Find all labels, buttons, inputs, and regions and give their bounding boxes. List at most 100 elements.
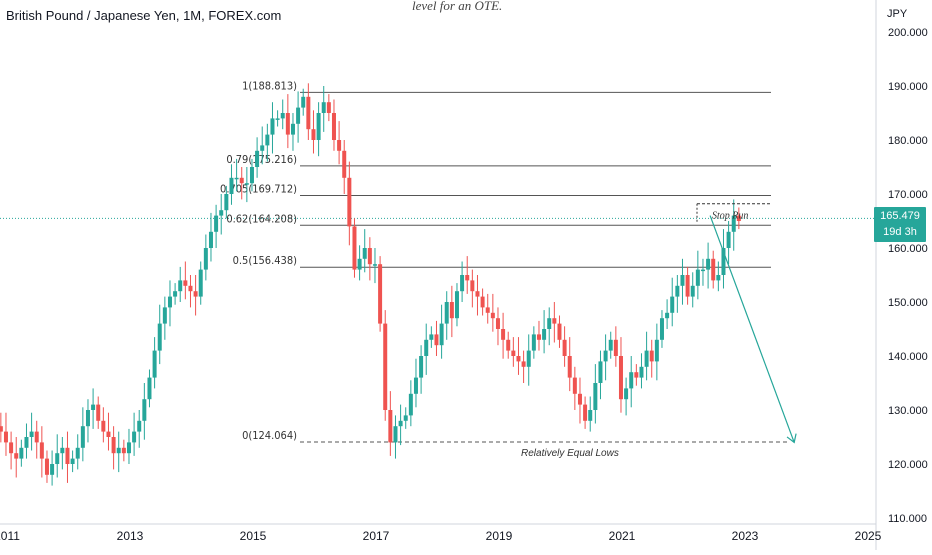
candle-body	[137, 420, 142, 432]
candle-body	[183, 280, 188, 286]
candle-body	[275, 118, 280, 120]
candle-body	[203, 248, 208, 270]
current-price-label: 165.479 19d 3h	[874, 207, 926, 242]
projection-arrow-line	[709, 215, 795, 443]
candle-body	[454, 291, 459, 319]
candle-body	[24, 437, 29, 448]
candle-body	[362, 248, 367, 259]
candle-body	[567, 356, 572, 378]
candle-body	[260, 145, 265, 151]
equal-lows-label: Relatively Equal Lows	[521, 448, 619, 459]
y-tick-label: 140.000	[888, 351, 928, 363]
candle-body	[675, 285, 680, 297]
candle-body	[542, 329, 547, 340]
candle-body	[449, 302, 454, 319]
candle-body	[85, 410, 90, 427]
y-tick-label: 190.000	[888, 81, 928, 93]
candle-body	[521, 361, 526, 367]
y-tick-label: 200.000	[888, 27, 928, 39]
x-tick-label: 2011	[0, 529, 20, 543]
candle-body	[552, 318, 557, 324]
candle-body	[167, 296, 172, 308]
candle-body	[193, 291, 198, 297]
candle-body	[634, 372, 639, 378]
candle-body	[470, 280, 475, 292]
candle-body	[424, 339, 429, 356]
candle-body	[352, 226, 357, 270]
candle-body	[434, 334, 439, 346]
candle-body	[357, 258, 362, 270]
candle-body	[70, 458, 75, 464]
candle-body	[506, 339, 511, 351]
candle-body	[219, 210, 224, 216]
candle-body	[721, 248, 726, 275]
candle-body	[39, 442, 44, 459]
candle-body	[444, 302, 449, 324]
stop-run-label: Stop Run	[712, 211, 748, 222]
candle-body	[372, 264, 377, 266]
candle-body	[65, 447, 70, 464]
candle-body	[173, 291, 178, 297]
candle-body	[485, 307, 490, 313]
candle-body	[34, 431, 39, 443]
candle-body	[608, 339, 613, 351]
candle-body	[593, 383, 598, 410]
candle-body	[685, 275, 690, 297]
candle-body	[301, 96, 306, 108]
candle-body	[178, 280, 183, 292]
candle-body	[55, 453, 60, 464]
candle-body	[249, 167, 254, 184]
candle-body	[224, 194, 229, 211]
candle-body	[495, 318, 500, 329]
candle-body	[316, 113, 321, 140]
x-tick-label: 2015	[240, 529, 267, 543]
candle-body	[91, 404, 96, 410]
countdown-value: 19d 3h	[883, 226, 917, 238]
candle-body	[331, 113, 336, 140]
candle-body	[408, 393, 413, 416]
candle-body	[290, 123, 295, 135]
candle-body	[726, 231, 731, 248]
candle-body	[101, 420, 106, 432]
currency-label: JPY	[887, 8, 908, 20]
fib-level-label: 1(188.813)	[242, 79, 297, 92]
candle-body	[126, 442, 131, 454]
candle-body	[583, 404, 588, 421]
y-tick-label: 170.000	[888, 189, 928, 201]
candle-body	[465, 275, 470, 281]
candle-body	[378, 264, 383, 324]
candle-body	[598, 361, 603, 383]
projection-arrow-head	[786, 433, 797, 444]
candle-body	[50, 464, 55, 475]
candle-body	[531, 334, 536, 351]
candle-body	[29, 431, 34, 437]
candle-body	[731, 215, 736, 232]
candle-body	[152, 350, 157, 378]
fib-level-label: 0(124.064)	[242, 429, 297, 442]
candle-body	[214, 215, 219, 232]
fib-level-label: 0.705(169.712)	[220, 183, 297, 196]
x-tick-label: 2023	[732, 529, 759, 543]
candle-body	[19, 447, 24, 459]
candle-body	[116, 447, 121, 454]
candle-body	[383, 323, 388, 410]
candle-body	[618, 356, 623, 400]
candle-body	[106, 431, 111, 437]
y-tick-label: 150.000	[888, 297, 928, 309]
candle-body	[624, 388, 629, 400]
candle-body	[419, 356, 424, 378]
candle-body	[393, 426, 398, 443]
candle-body	[460, 275, 465, 292]
candle-body	[516, 356, 521, 362]
candle-body	[280, 113, 285, 119]
candle-body	[665, 312, 670, 319]
candle-body	[659, 318, 664, 340]
candle-body	[690, 285, 695, 297]
candle-body	[670, 296, 675, 313]
candle-body	[234, 177, 239, 180]
candle-body	[654, 339, 659, 362]
candle-body	[337, 140, 342, 151]
candle-body	[475, 291, 480, 297]
y-tick-label: 110.000	[888, 513, 927, 525]
x-tick-label: 2017	[363, 529, 390, 543]
